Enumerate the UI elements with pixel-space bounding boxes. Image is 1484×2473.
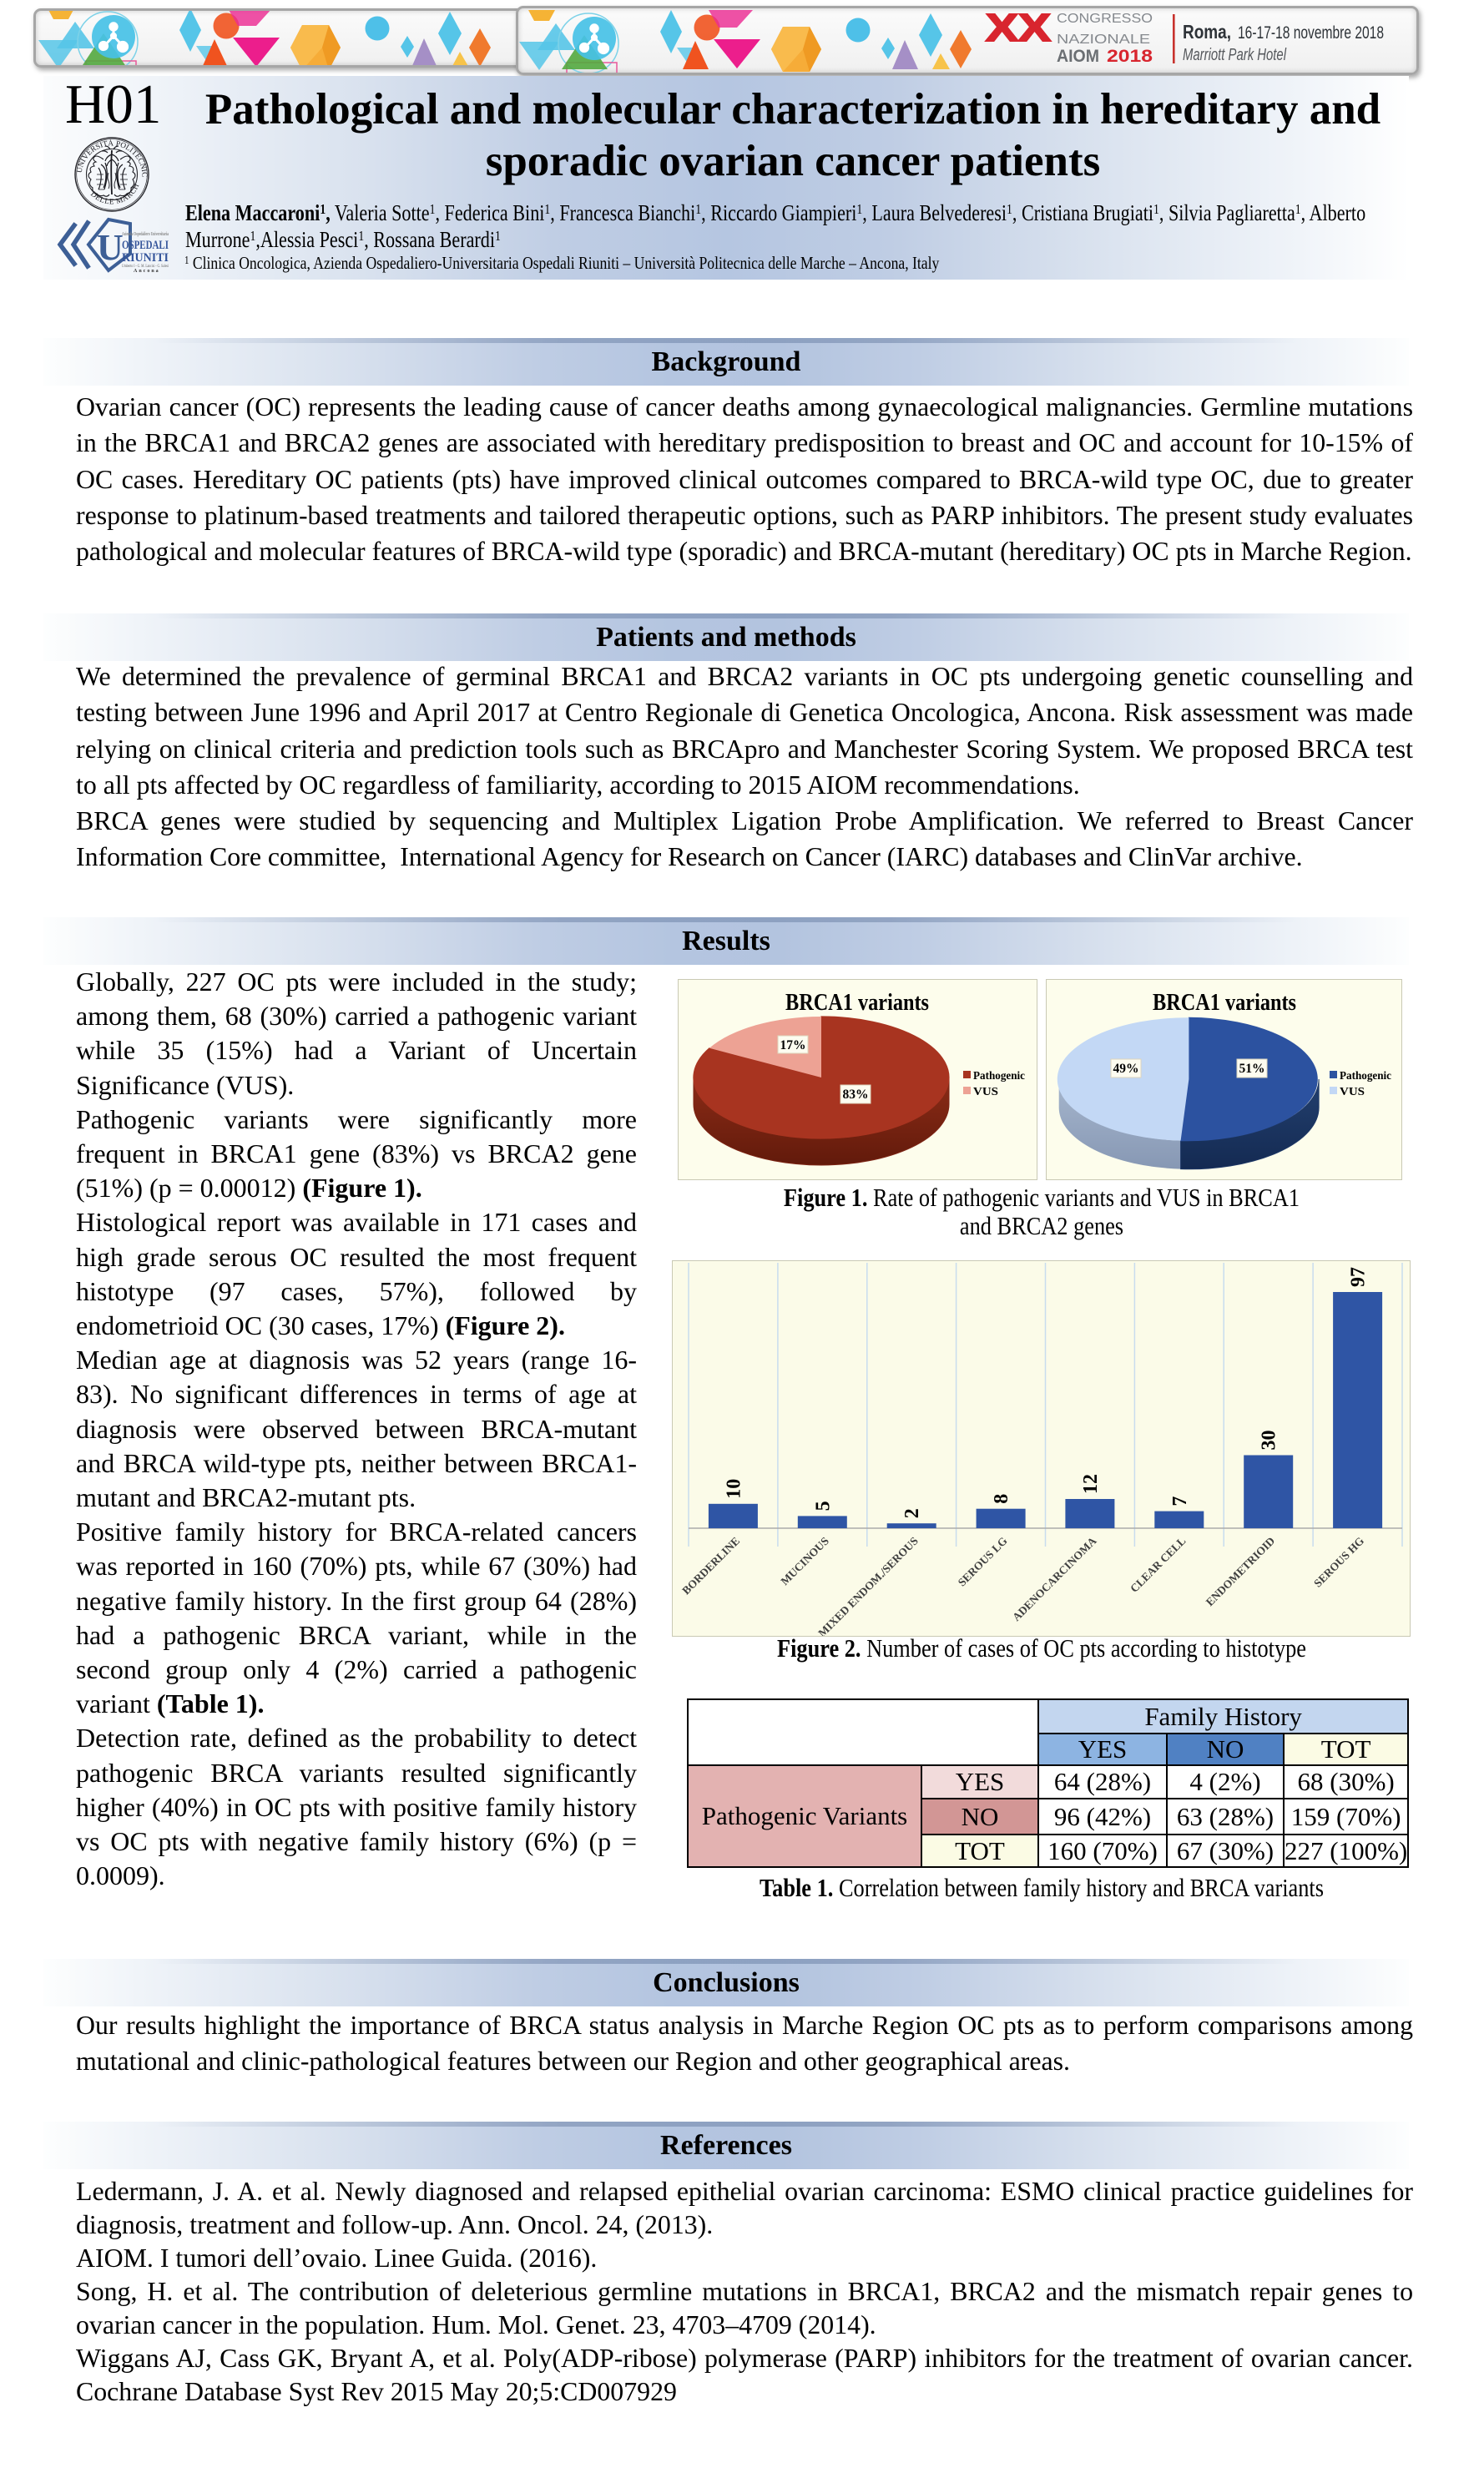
svg-text:97: 97	[1348, 1267, 1370, 1287]
svg-text:17%: 17%	[780, 1038, 806, 1052]
svg-text:2018: 2018	[1107, 47, 1153, 66]
svg-text:30: 30	[1259, 1431, 1280, 1451]
svg-text:16-17-18 novembre 2018: 16-17-18 novembre 2018	[1238, 23, 1384, 43]
svg-text:SEROUS LG: SEROUS LG	[956, 1534, 1010, 1588]
svg-text:5: 5	[812, 1501, 834, 1511]
svg-text:12: 12	[1080, 1474, 1102, 1494]
svg-text:SEROUS HG: SEROUS HG	[1311, 1534, 1366, 1589]
svg-text:83%: 83%	[843, 1088, 869, 1102]
svg-text:MUCINOUS: MUCINOUS	[778, 1535, 831, 1588]
svg-text:VUS: VUS	[973, 1085, 998, 1098]
svg-text:Marriott Park Hotel: Marriott Park Hotel	[1183, 46, 1286, 64]
svg-text:10: 10	[723, 1479, 745, 1499]
svg-text:8: 8	[991, 1494, 1012, 1504]
svg-text:CLEAR CELL: CLEAR CELL	[1128, 1535, 1188, 1595]
svg-text:BRCA1 variants: BRCA1 variants	[785, 989, 929, 1016]
svg-text:Pathogenic: Pathogenic	[1340, 1069, 1391, 1082]
svg-text:OSPEDALI: OSPEDALI	[122, 239, 169, 252]
svg-text:AIOM: AIOM	[1057, 47, 1099, 66]
svg-text:7: 7	[1169, 1496, 1191, 1507]
svg-text:BRCA1 variants: BRCA1 variants	[1153, 989, 1296, 1016]
svg-text:ADENOCARCINOMA: ADENOCARCINOMA	[1010, 1534, 1099, 1623]
svg-text:49%: 49%	[1113, 1062, 1139, 1076]
svg-text:NAZIONALE: NAZIONALE	[1057, 33, 1150, 47]
svg-text:ENDOMETRIOID: ENDOMETRIOID	[1204, 1534, 1278, 1608]
svg-text:XX: XX	[986, 8, 1051, 49]
svg-text:MIXED ENDOM./SEROUS: MIXED ENDOM./SEROUS	[815, 1535, 921, 1636]
svg-text:CONGRESSO: CONGRESSO	[1057, 12, 1153, 26]
svg-text:51%: 51%	[1239, 1062, 1265, 1076]
svg-text:Azienda Ospedaliero Universita: Azienda Ospedaliero Universitaria	[122, 232, 169, 237]
svg-text:Umberto I - G. M. Lancisi - G.: Umberto I - G. M. Lancisi - G. Salesi	[122, 264, 169, 269]
svg-text:U: U	[97, 227, 124, 268]
svg-text:Ancona: Ancona	[134, 269, 160, 274]
svg-text:VUS: VUS	[1340, 1085, 1365, 1098]
svg-text:Pathogenic: Pathogenic	[973, 1069, 1025, 1082]
svg-text:RIUNITI: RIUNITI	[122, 251, 169, 265]
svg-text:2: 2	[901, 1508, 923, 1518]
svg-text:Roma,: Roma,	[1183, 21, 1231, 43]
